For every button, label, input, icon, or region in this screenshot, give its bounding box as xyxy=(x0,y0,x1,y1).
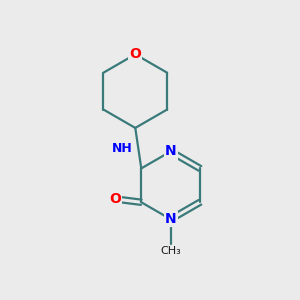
Text: N: N xyxy=(165,212,176,226)
Text: O: O xyxy=(129,47,141,61)
Text: O: O xyxy=(109,192,121,206)
Text: N: N xyxy=(165,145,176,158)
Text: NH: NH xyxy=(112,142,133,155)
Text: CH₃: CH₃ xyxy=(160,246,181,256)
